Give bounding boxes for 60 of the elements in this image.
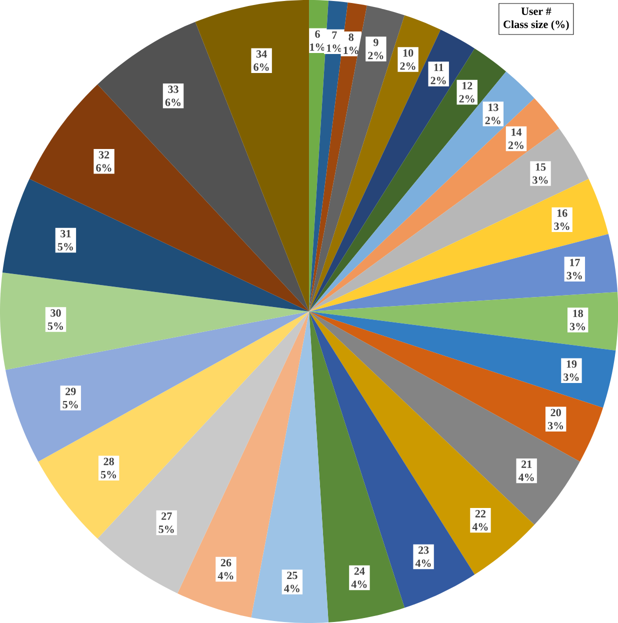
slice-label: 30 <box>50 309 61 317</box>
slice-label: 23 <box>418 546 429 554</box>
data-label: 5% <box>100 470 116 478</box>
data-label: 3% <box>564 373 579 381</box>
slice-label: 22 <box>475 510 486 518</box>
data-label: 2% <box>368 52 384 60</box>
data-label: 2% <box>430 76 446 84</box>
slice-label: 15 <box>536 163 546 171</box>
data-label: 5% <box>62 400 78 408</box>
text: User # <box>521 8 552 15</box>
data-label: 6% <box>254 63 269 71</box>
slice-label: 14 <box>512 128 522 136</box>
data-label: 4% <box>472 523 488 531</box>
data-label: 1% <box>344 46 358 54</box>
data-label: 4% <box>518 474 534 482</box>
data-label: 3% <box>548 422 564 430</box>
data-label: 6% <box>165 98 180 106</box>
slice-label: 18 <box>573 310 583 318</box>
data-label: 6% <box>96 164 112 172</box>
slice-label: 9 <box>373 38 378 46</box>
data-label: 5% <box>58 243 73 251</box>
data-label: 2% <box>508 142 524 150</box>
data-label: 5% <box>158 526 174 534</box>
slice-label: 25 <box>287 572 298 580</box>
slice-label: 16 <box>557 209 568 217</box>
slice-label: 20 <box>550 408 561 416</box>
slice-label: 34 <box>256 50 267 58</box>
text: Class size (%) <box>504 20 569 30</box>
data-label: 2% <box>485 116 500 124</box>
data-label: 1% <box>326 44 342 52</box>
data-label: 2% <box>400 62 416 70</box>
slice-label: 28 <box>104 458 114 466</box>
slice-label: 7 <box>332 31 337 39</box>
slice-label: 33 <box>168 86 178 93</box>
slice-label: 24 <box>354 567 365 575</box>
data-label: 3% <box>566 272 582 280</box>
slice-label: 32 <box>98 151 110 158</box>
slice-label: 17 <box>570 258 580 266</box>
data-label: 4% <box>218 572 234 580</box>
slice-label: 26 <box>220 558 232 566</box>
slice-label: 13 <box>488 104 498 112</box>
data-label: 5% <box>48 322 63 330</box>
data-label: 3% <box>570 322 586 330</box>
slice-label: 21 <box>521 460 532 468</box>
slice-label: 8 <box>348 34 354 41</box>
slice-label: 6 <box>315 30 320 38</box>
slice-label: 11 <box>434 64 444 72</box>
slice-label: 10 <box>403 49 414 57</box>
data-label: 3% <box>532 176 548 184</box>
data-label: 4% <box>284 584 300 592</box>
slice-label: 31 <box>60 230 71 238</box>
slice-label: 19 <box>566 360 577 368</box>
data-label: 4% <box>351 580 367 588</box>
slice-label: 27 <box>161 512 172 520</box>
data-label: 1% <box>310 43 325 51</box>
data-label: 4% <box>415 560 431 568</box>
slice-label: 29 <box>65 388 76 396</box>
data-label: 3% <box>554 222 570 230</box>
slice-label: 12 <box>462 82 472 90</box>
data-label: 2% <box>459 95 474 103</box>
